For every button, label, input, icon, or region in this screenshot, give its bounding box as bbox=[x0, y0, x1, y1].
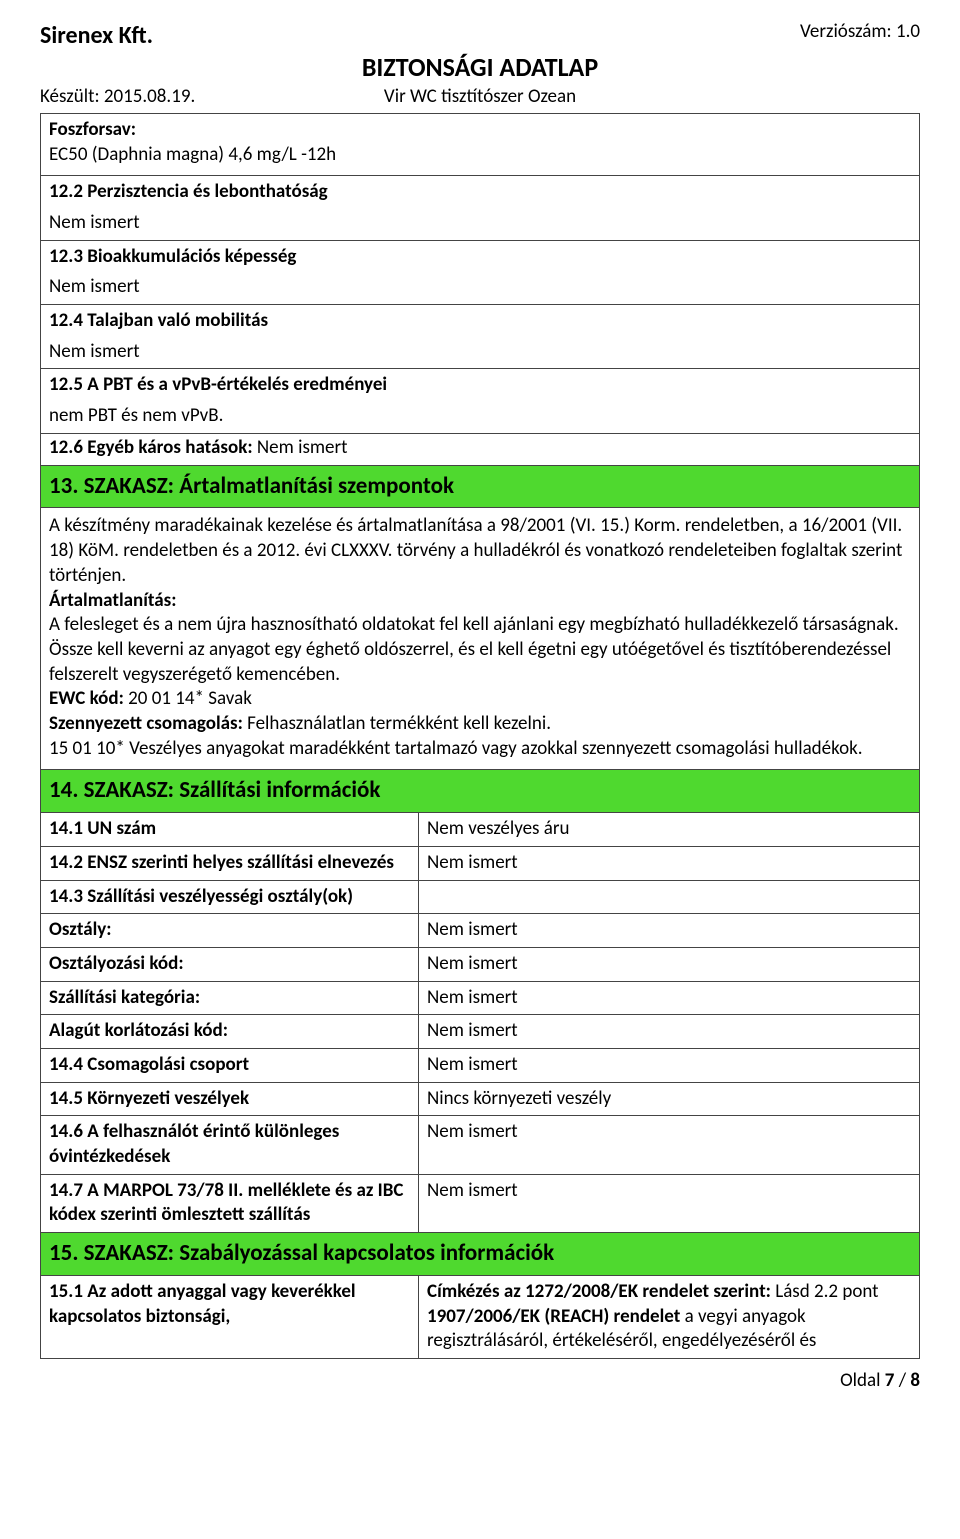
table-cell-left: Osztályozási kód: bbox=[41, 947, 419, 981]
szenny-body: Felhasználatlan termékként kell kezelni. bbox=[243, 712, 551, 735]
table-cell-right bbox=[419, 880, 919, 914]
table-row: Szállítási kategória:Nem ismert bbox=[41, 981, 919, 1015]
section-14-bar: 14. SZAKASZ: Szállítási információk bbox=[41, 770, 919, 813]
footer-page: 7 bbox=[885, 1369, 895, 1392]
table-cell-right: Nem ismert bbox=[419, 1015, 919, 1049]
table-cell-right: Nem ismert bbox=[419, 1174, 919, 1232]
table-row: 15.1 Az adott anyaggal vagy keverékkel k… bbox=[41, 1276, 919, 1358]
section-body: Nem ismert bbox=[41, 273, 919, 304]
section-body: Nem ismert bbox=[253, 436, 348, 459]
table-cell-right: Nem ismert bbox=[419, 914, 919, 948]
table-cell-right: Nem ismert bbox=[419, 846, 919, 880]
table-row: Osztály:Nem ismert bbox=[41, 914, 919, 948]
table-cell-left: 14.2 ENSZ szerinti helyes szállítási eln… bbox=[41, 846, 419, 880]
table-row: Alagút korlátozási kód:Nem ismert bbox=[41, 1015, 919, 1049]
ewc-label: EWC kód: bbox=[49, 687, 124, 710]
document-subtitle: Vir WC tisztítószer Ozean bbox=[384, 85, 576, 110]
table-cell-left: 14.4 Csomagolási csoport bbox=[41, 1049, 419, 1083]
table-cell-right: Nem ismert bbox=[419, 947, 919, 981]
table-row: 14.3 Szállítási veszélyességi osztály(ok… bbox=[41, 880, 919, 914]
intro-label: Foszforsav: bbox=[49, 118, 911, 143]
section-heading: 12.6 Egyéb káros hatások: bbox=[49, 436, 253, 459]
section-heading: 12.4 Talajban való mobilitás bbox=[41, 305, 919, 338]
table-row: 14.6 A felhasználót érintő különleges óv… bbox=[41, 1116, 919, 1174]
document-title: BIZTONSÁGI ADATLAP bbox=[40, 51, 920, 85]
reach-label: 1907/2006/EK (REACH) rendelet bbox=[427, 1305, 680, 1328]
section-15-bar: 15. SZAKASZ: Szabályozással kapcsolatos … bbox=[41, 1233, 919, 1276]
table-row: 14.2 ENSZ szerinti helyes szállítási eln… bbox=[41, 846, 919, 880]
version-text: Verziószám: 1.0 bbox=[800, 20, 920, 45]
section-15-table: 15.1 Az adott anyaggal vagy keverékkel k… bbox=[41, 1276, 919, 1358]
intro-block: Foszforsav: EC50 (Daphnia magna) 4,6 mg/… bbox=[41, 114, 919, 176]
table-cell-left: Szállítási kategória: bbox=[41, 981, 419, 1015]
section-heading: 12.2 Perzisztencia és lebonthatóság bbox=[41, 176, 919, 209]
table-cell-right: Nem veszélyes áru bbox=[419, 813, 919, 846]
table-row: 14.4 Csomagolási csoportNem ismert bbox=[41, 1049, 919, 1083]
section-12-4: 12.4 Talajban való mobilitás Nem ismert bbox=[41, 305, 919, 369]
table-cell-right: Címkézés az 1272/2008/EK rendelet szerin… bbox=[419, 1276, 919, 1358]
section-heading: 12.5 A PBT és a vPvB-értékelés eredménye… bbox=[41, 369, 919, 402]
table-cell-left: Osztály: bbox=[41, 914, 419, 948]
section-13-p1: A készítmény maradékainak kezelése és ár… bbox=[49, 514, 911, 588]
table-row: Osztályozási kód:Nem ismert bbox=[41, 947, 919, 981]
document-body: Foszforsav: EC50 (Daphnia magna) 4,6 mg/… bbox=[40, 113, 920, 1359]
table-cell-left: 14.5 Környezeti veszélyek bbox=[41, 1082, 419, 1116]
ewc-body: 20 01 14* Savak bbox=[124, 687, 252, 710]
section-14-table: 14.1 UN számNem veszélyes áru 14.2 ENSZ … bbox=[41, 813, 919, 1233]
artalm-body: A felesleget és a nem újra hasznosítható… bbox=[49, 613, 899, 685]
table-cell-left: 14.7 A MARPOL 73/78 II. melléklete és az… bbox=[41, 1174, 419, 1232]
table-cell-left: Alagút korlátozási kód: bbox=[41, 1015, 419, 1049]
footer-total: 8 bbox=[910, 1369, 920, 1392]
created-date: Készült: 2015.08.19. bbox=[40, 85, 195, 108]
table-row: 14.5 Környezeti veszélyekNincs környezet… bbox=[41, 1082, 919, 1116]
table-row: 14.7 A MARPOL 73/78 II. melléklete és az… bbox=[41, 1174, 919, 1232]
table-cell-right: Nem ismert bbox=[419, 981, 919, 1015]
table-cell-left: 14.1 UN szám bbox=[41, 813, 419, 846]
section-12-6: 12.6 Egyéb káros hatások: Nem ismert bbox=[41, 434, 919, 466]
table-cell-left: 14.3 Szállítási veszélyességi osztály(ok… bbox=[41, 880, 419, 914]
table-cell-right: Nem ismert bbox=[419, 1049, 919, 1083]
table-cell-right: Nincs környezeti veszély bbox=[419, 1082, 919, 1116]
artalm-label: Ártalmatlanítás: bbox=[49, 589, 176, 612]
table-row: 14.1 UN számNem veszélyes áru bbox=[41, 813, 919, 846]
szenny-label: Szennyezett csomagolás: bbox=[49, 712, 243, 735]
section-12-2: 12.2 Perzisztencia és lebonthatóság Nem … bbox=[41, 176, 919, 240]
section-body: Nem ismert bbox=[41, 209, 919, 240]
section-heading: 12.3 Bioakkumulációs képesség bbox=[41, 241, 919, 274]
footer-prefix: Oldal bbox=[840, 1369, 885, 1392]
section-13-bar: 13. SZAKASZ: Ártalmatlanítási szempontok bbox=[41, 466, 919, 509]
company-name: Sirenex Kft. bbox=[40, 20, 153, 51]
section-body: nem PBT és nem vPvB. bbox=[41, 402, 919, 433]
table-cell-right: Nem ismert bbox=[419, 1116, 919, 1174]
table-cell-left: 15.1 Az adott anyaggal vagy keverékkel k… bbox=[41, 1276, 419, 1358]
section-12-5: 12.5 A PBT és a vPvB-értékelés eredménye… bbox=[41, 369, 919, 433]
page-footer: Oldal 7 / 8 bbox=[40, 1359, 920, 1394]
footer-sep: / bbox=[894, 1369, 910, 1392]
page-header: Sirenex Kft. Verziószám: 1.0 BIZTONSÁGI … bbox=[40, 20, 920, 111]
cimkezes-text: Lásd 2.2 pont bbox=[771, 1280, 879, 1303]
table-cell-left: 14.6 A felhasználót érintő különleges óv… bbox=[41, 1116, 419, 1174]
szenny-line2: 15 01 10* Veszélyes anyagokat maradékkén… bbox=[49, 737, 911, 762]
section-12-3: 12.3 Bioakkumulációs képesség Nem ismert bbox=[41, 241, 919, 305]
intro-line: EC50 (Daphnia magna) 4,6 mg/L -12h bbox=[49, 143, 911, 168]
section-body: Nem ismert bbox=[41, 338, 919, 369]
cimkezes-label: Címkézés az 1272/2008/EK rendelet szerin… bbox=[427, 1280, 771, 1303]
section-13-text: A készítmény maradékainak kezelése és ár… bbox=[41, 508, 919, 770]
